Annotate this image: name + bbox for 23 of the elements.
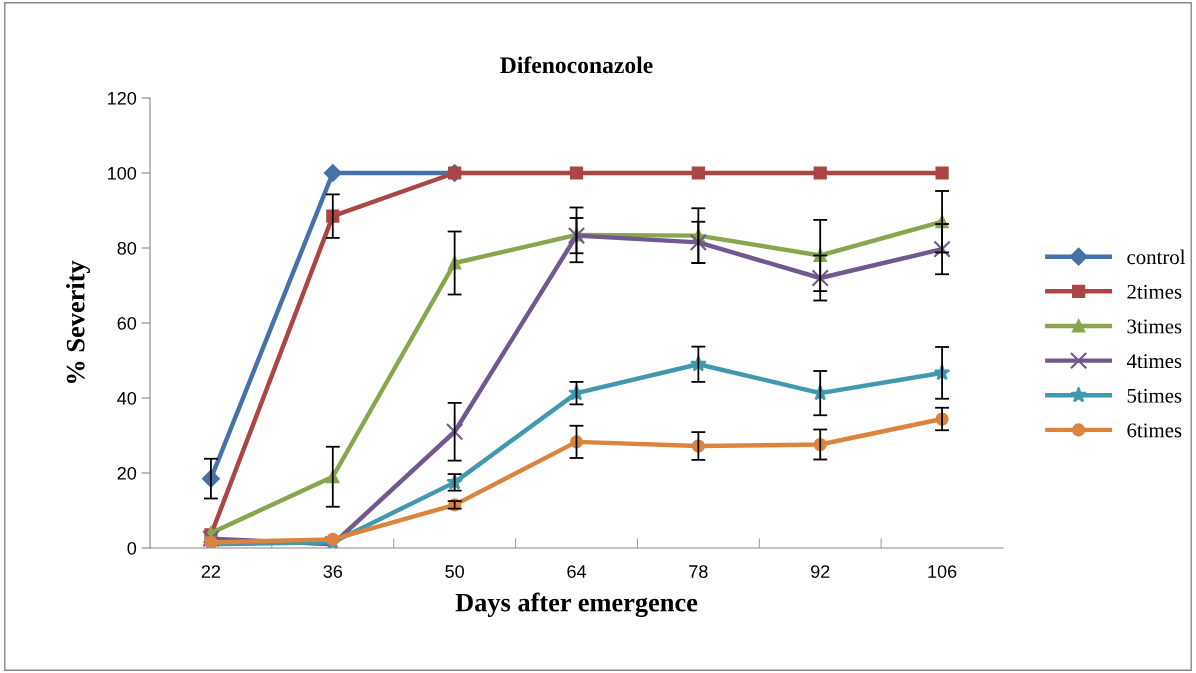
chart-title: Difenoconazole	[500, 56, 653, 74]
y-tick-label: 120	[108, 91, 137, 105]
x-tick-label: 78	[689, 565, 708, 578]
legend-label: control	[1127, 249, 1186, 265]
legend-label: 6times	[1127, 423, 1182, 438]
legend-label: 3times	[1127, 319, 1182, 334]
x-tick-label: 36	[323, 565, 343, 578]
legend-label: 2times	[1127, 284, 1182, 299]
y-tick-label: 40	[117, 391, 137, 405]
x-axis-title: Days after emergence	[455, 592, 698, 618]
y-tick-label: 80	[117, 241, 137, 255]
x-tick-label: 64	[567, 565, 587, 578]
x-tick-label: 92	[811, 565, 830, 578]
y-tick-label: 60	[117, 316, 137, 330]
y-axis-title: % Severity	[66, 260, 91, 383]
x-tick-label: 50	[445, 565, 464, 578]
y-tick-label: 20	[117, 466, 137, 480]
legend-label: 5times	[1127, 388, 1182, 403]
y-tick-label: 100	[108, 166, 137, 180]
y-tick-label: 0	[127, 541, 137, 555]
legend-label: 4times	[1126, 354, 1182, 369]
x-tick-label: 22	[201, 565, 221, 578]
x-tick-label: 106	[928, 565, 957, 578]
